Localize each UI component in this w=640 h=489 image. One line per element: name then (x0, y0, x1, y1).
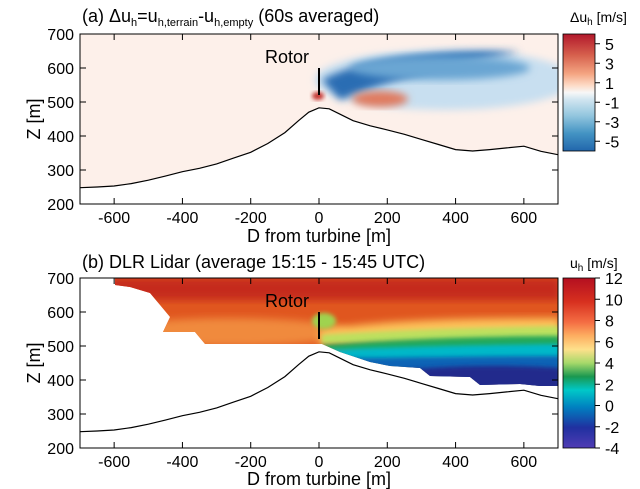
x-tick-label-b: 200 (374, 454, 401, 471)
y-tick-label-a: 200 (47, 197, 74, 214)
x-tick-label-b: -600 (98, 454, 130, 471)
terrain-line-b (80, 351, 558, 433)
rotor-speedup (312, 313, 336, 329)
colorbar-tick-label-b: 12 (605, 271, 623, 288)
colorbar-title-b: uh [m/s] (570, 255, 618, 274)
colorbar-a: Δuh [m/s] 5 3 1 -1 -3 -5 (562, 9, 627, 152)
terrain-line-a (80, 107, 558, 189)
x-tick-label-b: 0 (315, 454, 324, 471)
x-tick-label-b: -200 (235, 454, 267, 471)
y-tick-label-b: 700 (47, 271, 74, 288)
upper-flow (115, 278, 558, 300)
colorbar-ticks-a: 5 3 1 -1 -3 -5 (595, 37, 619, 151)
colorbar-tick-label-a: -3 (605, 115, 619, 132)
wake-field-a (312, 50, 558, 110)
x-tick-label-b: 400 (442, 454, 469, 471)
y-tick-label-a: 700 (47, 27, 74, 44)
colorbar-tick-label-a: 5 (605, 37, 614, 54)
rotor-label-a: Rotor (265, 47, 309, 67)
colorbar-tick-label-b: 10 (605, 292, 623, 309)
axes-a: -600 -400 -200 0 200 400 600 200 300 400 500 600 700 (47, 27, 558, 227)
x-tick-label-a: -600 (98, 210, 130, 227)
x-tick-label-a: 400 (442, 210, 469, 227)
x-axis-label-a: D from turbine [m] (247, 226, 391, 246)
panel-b-title: (b) DLR Lidar (average 15:15 - 15:45 UTC… (82, 252, 425, 272)
y-tick-label-b: 500 (47, 339, 74, 356)
colorbar-gradient-b (562, 277, 596, 449)
colorbar-tick-label-b: 0 (605, 399, 614, 416)
terrain-mask-a (80, 107, 558, 204)
colorbar-tick-label-a: -5 (605, 134, 619, 151)
x-tick-label-b: -400 (166, 454, 198, 471)
colorbar-tick-label-b: 8 (605, 314, 614, 331)
colorbar-b: uh [m/s] 12 10 8 6 4 2 0 -2 -4 (562, 255, 623, 458)
plot-area-a: Rotor (79, 33, 559, 205)
x-tick-label-a: -200 (235, 210, 267, 227)
colorbar-gradient-a (562, 33, 596, 152)
colorbar-title-a: Δuh [m/s] (570, 9, 627, 28)
y-tick-label-a: 600 (47, 61, 74, 78)
colorbar-tick-label-b: 6 (605, 335, 614, 352)
colorbar-tick-label-b: -4 (605, 441, 619, 458)
y-tick-label-b: 600 (47, 305, 74, 322)
colorbar-tick-label-a: -1 (605, 95, 619, 112)
colorbar-ticks-b: 12 10 8 6 4 2 0 -2 -4 (595, 271, 623, 458)
panel-a: (a) Δuh=uh,terrain-uh,empty (60s average… (24, 6, 627, 246)
panel-b: (b) DLR Lidar (average 15:15 - 15:45 UTC… (24, 252, 623, 489)
x-tick-label-a: 0 (315, 210, 324, 227)
colorbar-tick-label-b: 4 (605, 356, 614, 373)
lidar-field (115, 278, 558, 386)
x-tick-label-a: 600 (511, 210, 538, 227)
y-tick-label-b: 400 (47, 373, 74, 390)
axes-b: -600 -400 -200 0 200 400 600 200 300 400 500 600 700 (47, 271, 558, 471)
y-axis-label-b: Z [m] (24, 343, 44, 384)
y-tick-label-a: 500 (47, 95, 74, 112)
y-tick-label-b: 300 (47, 407, 74, 424)
panel-a-title: (a) Δuh=uh,terrain-uh,empty (60s average… (82, 6, 379, 29)
y-tick-label-a: 300 (47, 163, 74, 180)
y-tick-label-a: 400 (47, 129, 74, 146)
x-tick-label-a: 200 (374, 210, 401, 227)
x-axis-label-b: D from turbine [m] (247, 469, 391, 489)
y-tick-label-b: 200 (47, 441, 74, 458)
rotor-label-b: Rotor (265, 291, 309, 311)
plot-area-b: Rotor (79, 277, 559, 449)
colorbar-tick-label-a: 1 (605, 76, 614, 93)
y-axis-label-a: Z [m] (24, 99, 44, 140)
speedup-region (352, 91, 408, 107)
x-tick-label-a: -400 (166, 210, 198, 227)
x-tick-label-b: 600 (511, 454, 538, 471)
colorbar-tick-label-b: -2 (605, 420, 619, 437)
colorbar-tick-label-b: 2 (605, 377, 614, 394)
wake-deficit-mid (350, 56, 530, 80)
speedup-core (312, 92, 324, 100)
colorbar-tick-label-a: 3 (605, 56, 614, 73)
